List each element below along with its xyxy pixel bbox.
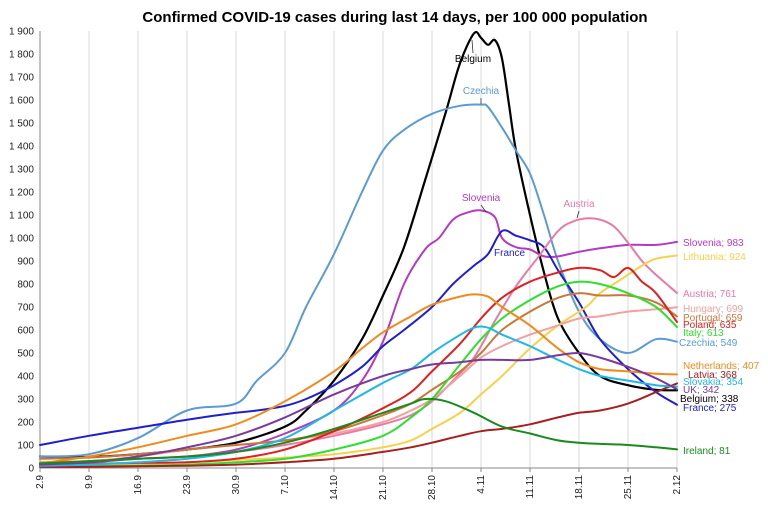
y-tick-label: 700 <box>17 303 34 314</box>
y-tick-label: 1 300 <box>9 165 34 176</box>
x-tick-label: 18.11 <box>574 475 585 500</box>
x-tick-label: 4.11 <box>476 475 487 494</box>
series-line-slovakia <box>39 325 678 467</box>
annotation-leader <box>576 210 580 219</box>
series-label-slovakia: Slovakia; 354 <box>683 377 743 388</box>
x-tick-label: 16.9 <box>133 475 144 495</box>
series-label-france: France; 275 <box>683 403 737 414</box>
y-tick-label: 200 <box>17 418 34 429</box>
y-tick-label: 500 <box>17 349 34 360</box>
x-axis: 2.9 9.9 16.9 23.9 30.9 7.10 14.10 21.10 28.10 4.1… <box>35 467 683 500</box>
series-label-italy: Italy; 613 <box>683 328 724 339</box>
series-line-france <box>39 229 678 446</box>
series-label-slovenia: Slovenia <box>462 193 501 204</box>
y-axis: 0 100 200 300 400 500 600 700 800 900 1 000 1 100 1 … <box>9 27 41 475</box>
series-label-portugal: Portugal; 659 <box>683 313 743 324</box>
y-tick-label: 1 700 <box>9 73 34 84</box>
series-label-austria: Austria <box>563 199 595 210</box>
y-tick-label: 900 <box>17 257 34 268</box>
series-label-austria: Austria; 761 <box>683 289 737 300</box>
series-label-netherlands: Netherlands; 407 <box>683 361 760 372</box>
y-tick-label: 400 <box>17 372 34 383</box>
series-lines <box>38 30 679 468</box>
y-tick-label: 800 <box>17 280 34 291</box>
series-label-ireland: Ireland; 81 <box>683 446 731 457</box>
series-line-poland <box>39 266 678 466</box>
y-tick-label: 1 400 <box>9 142 34 153</box>
series-label-uk: UK; 342 <box>683 385 720 396</box>
series-line-ireland <box>39 397 678 465</box>
y-tick-label: 100 <box>17 441 34 452</box>
series-line-slovenia <box>39 209 678 465</box>
series-label-slovenia: Slovenia; 983 <box>683 238 744 249</box>
y-tick-label: 300 <box>17 395 34 406</box>
x-tick-label: 9.9 <box>84 475 95 489</box>
series-line-netherlands <box>39 293 678 465</box>
annotation-leader <box>480 204 487 213</box>
series-label-france: France <box>494 248 526 259</box>
x-tick-label: 2.12 <box>672 475 683 495</box>
y-tick-label: 1 900 <box>9 27 34 38</box>
x-tick-label: 14.10 <box>329 475 340 500</box>
y-tick-label: 0 <box>28 464 34 475</box>
series-label-latvia: Latvia; 368 <box>688 370 737 381</box>
series-line-belgium <box>38 30 679 459</box>
series-line-italy <box>39 280 678 468</box>
y-tick-label: 1 500 <box>9 119 34 130</box>
series-label-poland: Poland; 635 <box>683 320 737 331</box>
series-line-austria <box>39 217 678 464</box>
series-labels: Belgium Czechia Slovenia France Austria Slove… <box>455 39 760 457</box>
series-label-belgium: Belgium; 338 <box>680 394 739 405</box>
series-label-czechia: Czechia <box>463 86 500 97</box>
y-tick-label: 1 000 <box>9 234 34 245</box>
y-tick-label: 1 200 <box>9 188 34 199</box>
series-label-hungary: Hungary; 699 <box>683 304 743 315</box>
series-label-belgium: Belgium <box>455 54 491 65</box>
y-tick-label: 600 <box>17 326 34 337</box>
grid <box>39 31 678 468</box>
annotation-leader <box>471 39 474 54</box>
x-tick-label: 25.11 <box>623 475 634 500</box>
x-tick-label: 2.9 <box>35 475 46 489</box>
series-line-uk <box>39 351 678 466</box>
x-tick-label: 11.11 <box>525 475 536 499</box>
x-tick-label: 30.9 <box>231 475 242 495</box>
y-tick-label: 1 800 <box>9 50 34 61</box>
chart-title: Confirmed COVID-19 cases during last 14 … <box>142 9 647 26</box>
series-label-lithuania: Lithuania; 924 <box>683 252 746 263</box>
x-tick-label: 23.9 <box>182 475 193 495</box>
series-line-lithuania <box>39 254 678 467</box>
y-tick-label: 1 600 <box>9 96 34 107</box>
series-label-czechia: Czechia; 549 <box>679 338 738 349</box>
x-tick-label: 28.10 <box>427 475 438 500</box>
x-tick-label: 7.10 <box>280 475 291 495</box>
series-line-czechia <box>39 103 678 458</box>
y-tick-label: 1 100 <box>9 211 34 222</box>
series-line-latvia <box>39 382 678 468</box>
x-tick-label: 21.10 <box>378 475 389 500</box>
